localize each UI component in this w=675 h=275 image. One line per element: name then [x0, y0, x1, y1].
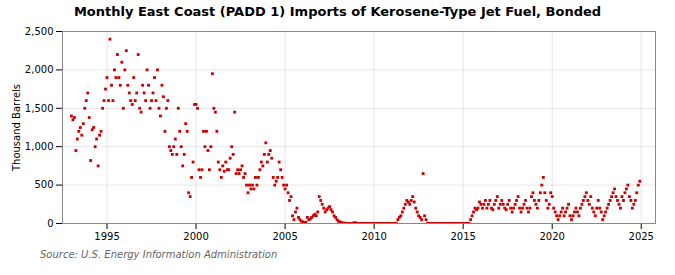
svg-text:1,000: 1,000 [25, 141, 54, 152]
svg-text:Thousand Barrels: Thousand Barrels [11, 84, 22, 172]
svg-text:500: 500 [34, 179, 53, 190]
svg-text:2,500: 2,500 [25, 26, 54, 37]
svg-text:2000: 2000 [183, 231, 208, 242]
svg-text:2,000: 2,000 [25, 64, 54, 75]
html-text:Monthly East Coast (PADD 1) Im: Monthly East Coast (PADD 1) Imports of K… [73, 4, 602, 19]
svg-text:1,500: 1,500 [25, 103, 54, 114]
svg-text:2025: 2025 [629, 231, 654, 242]
svg-text:2020: 2020 [539, 231, 564, 242]
html-text:Source: U.S. Energy Informatio: Source: U.S. Energy Information Administ… [40, 249, 278, 260]
svg-text:1995: 1995 [94, 231, 119, 242]
svg-text:2015: 2015 [450, 231, 475, 242]
svg-text:2010: 2010 [361, 231, 386, 242]
svg-text:2005: 2005 [272, 231, 297, 242]
svg-text:0: 0 [47, 218, 53, 229]
